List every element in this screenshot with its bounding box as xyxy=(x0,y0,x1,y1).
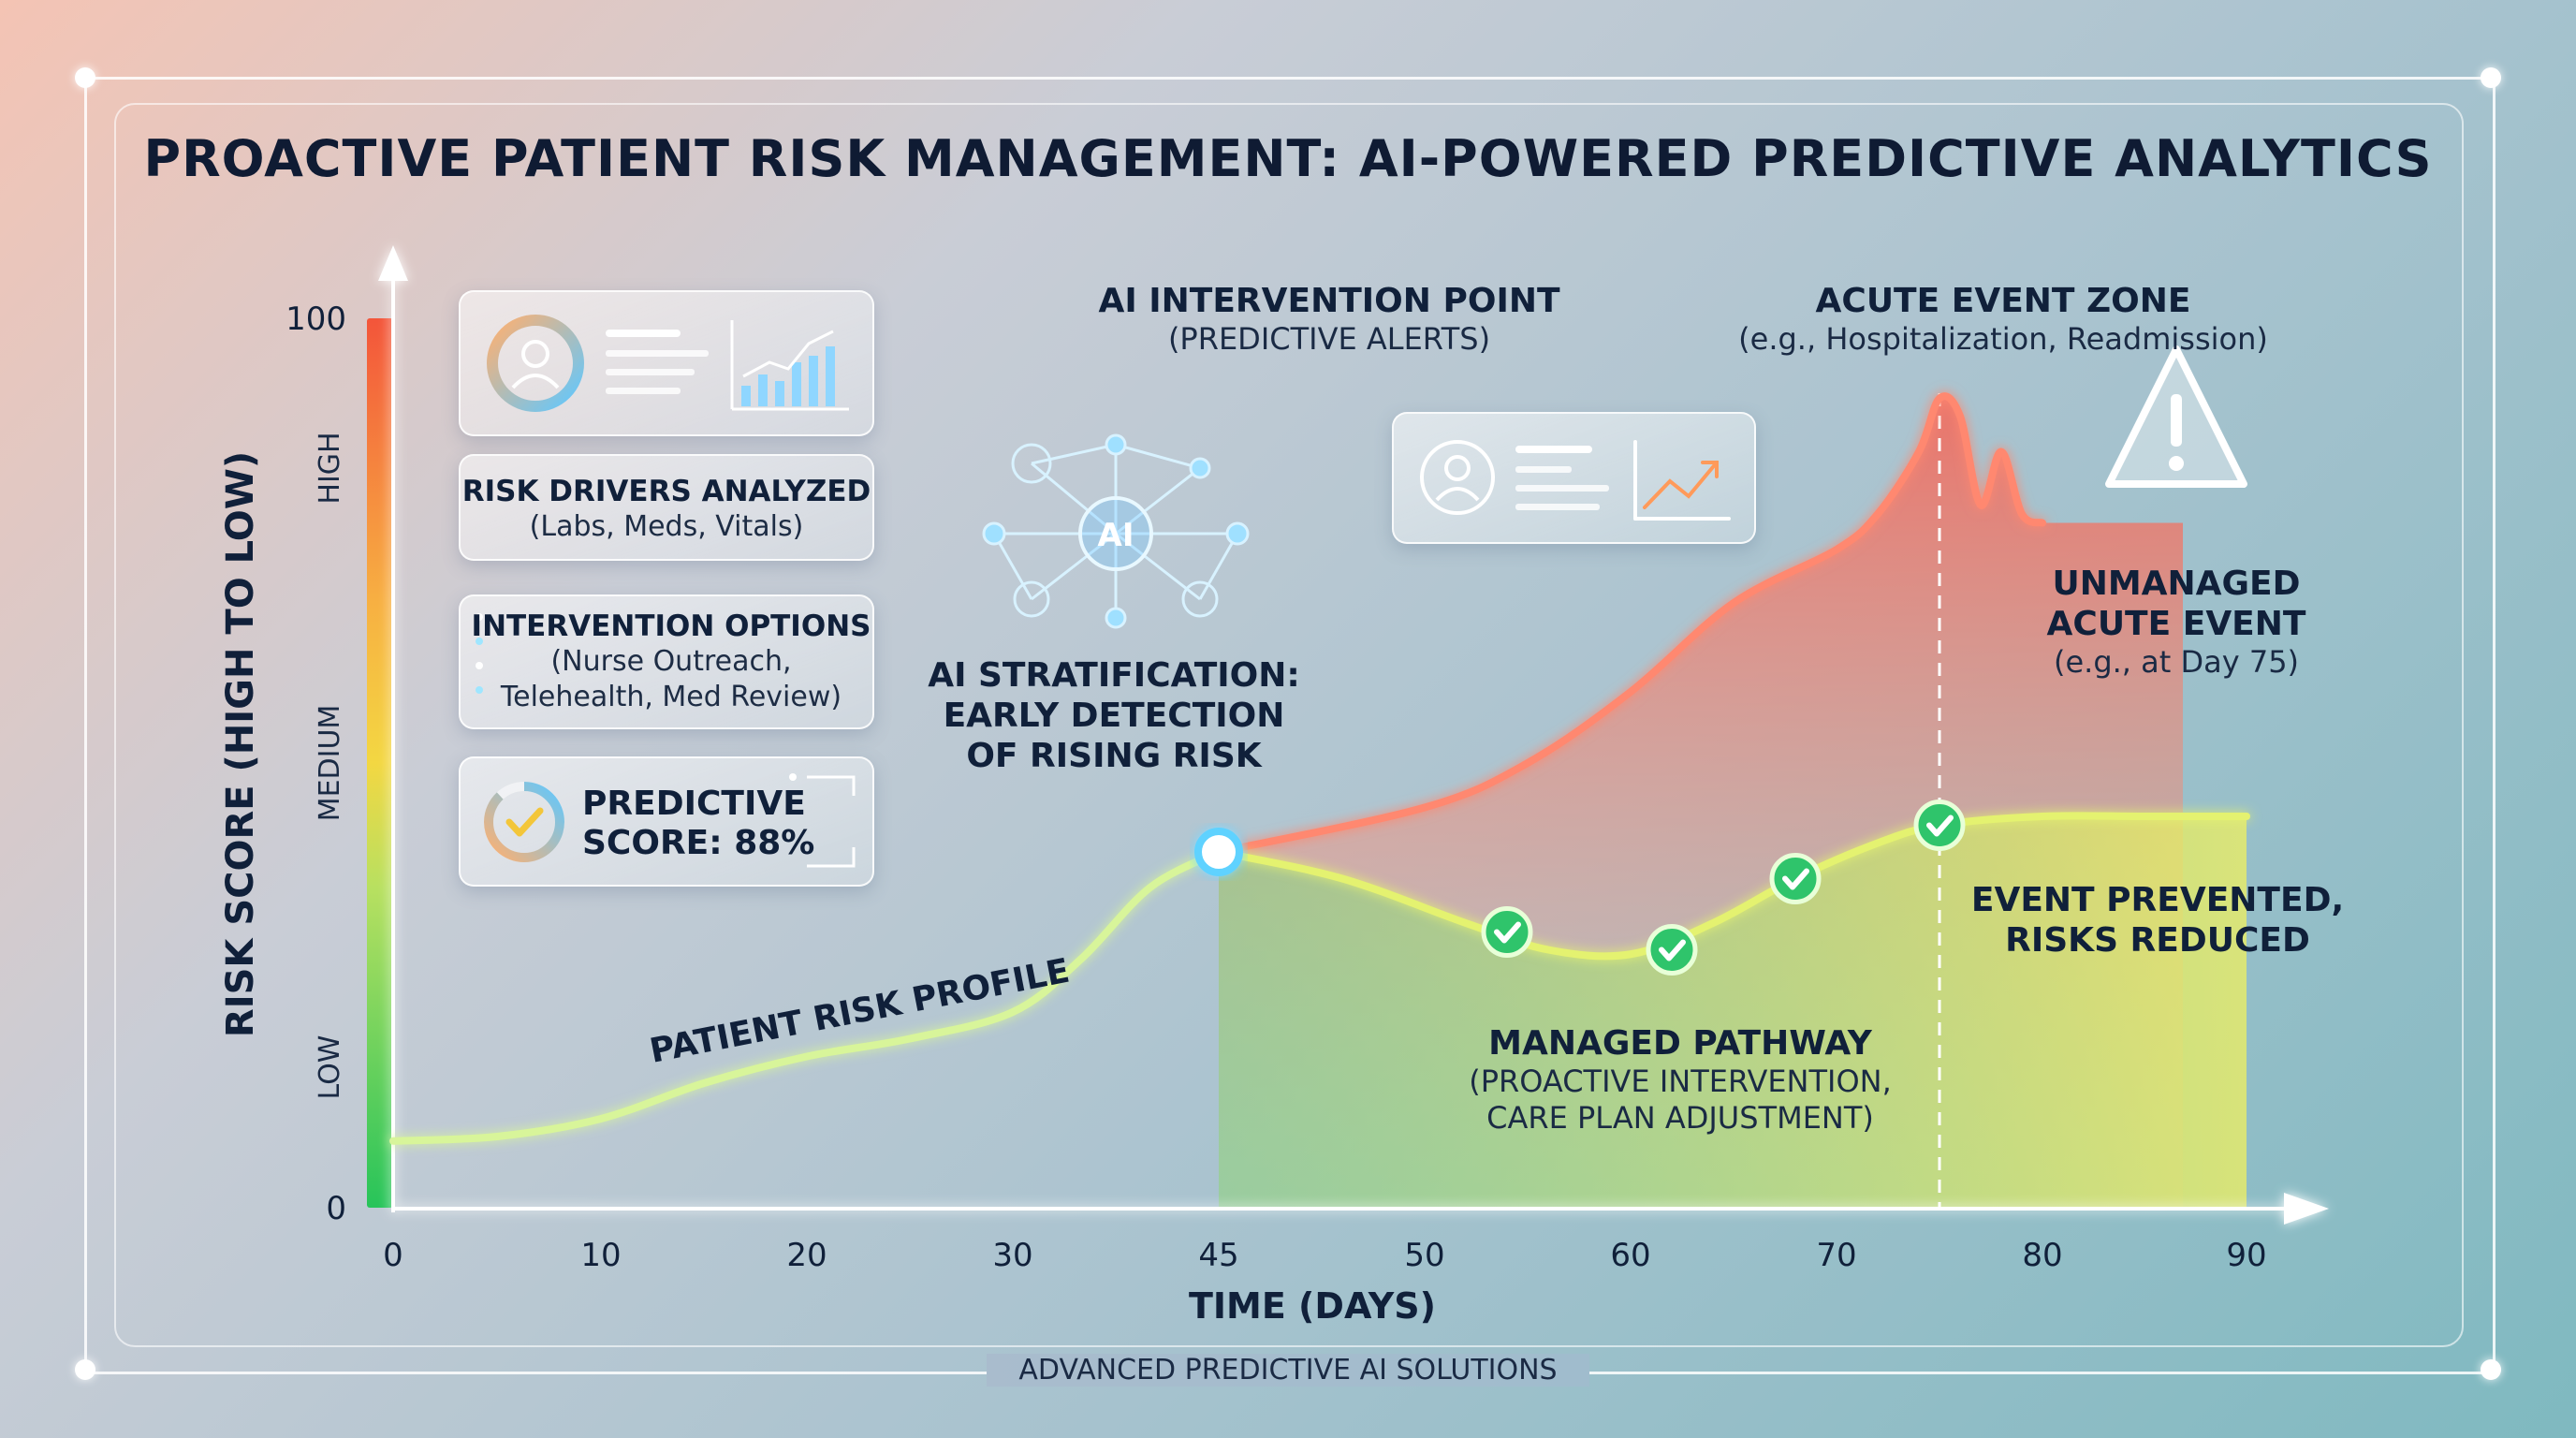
x-tick-label: 10 xyxy=(580,1237,621,1274)
list-dots xyxy=(476,613,485,694)
stratification-line1: AI STRATIFICATION: xyxy=(928,656,1300,695)
baseline-risk-line xyxy=(389,848,1222,1145)
x-tick-label: 45 xyxy=(1198,1237,1238,1274)
checkpoint-icon xyxy=(1769,853,1822,904)
inner-frame xyxy=(114,103,2464,1347)
unmanaged-annotation: UNMANAGED ACUTE EVENT (e.g., at Day 75) xyxy=(1956,564,2396,681)
risk-band-medium: MEDIUM xyxy=(314,705,346,822)
intervention-options-title: INTERVENTION OPTIONS xyxy=(471,609,871,643)
score-check-icon xyxy=(484,782,564,862)
frame-dot xyxy=(2481,67,2501,88)
acute-zone-annotation: ACUTE EVENT ZONE (e.g., Hospitalization,… xyxy=(1676,281,2331,358)
y-tick-label: 0 xyxy=(326,1190,346,1227)
managed-line2: (PROACTIVE INTERVENTION, xyxy=(1469,1064,1892,1100)
intervention-point-annotation: AI INTERVENTION POINT (PREDICTIVE ALERTS… xyxy=(1039,281,1619,358)
risk-drivers-title: RISK DRIVERS ANALYZED xyxy=(461,475,871,508)
managed-area xyxy=(1219,815,2247,1208)
predictive-score-line2: SCORE: 88% xyxy=(582,824,815,862)
x-axis-label: TIME (DAYS) xyxy=(1189,1285,1436,1327)
x-tick-label: 20 xyxy=(786,1237,827,1274)
x-tick-label: 30 xyxy=(992,1237,1032,1274)
managed-line3: CARE PLAN ADJUSTMENT) xyxy=(1486,1099,1874,1136)
unmanaged-risk-line xyxy=(1215,392,2046,856)
checkpoint-icon xyxy=(1913,800,1966,851)
prevented-line2: RISKS REDUCED xyxy=(2005,921,2310,961)
unmanaged-line1: UNMANAGED xyxy=(2052,565,2301,603)
intervention-point-subtitle: (PREDICTIVE ALERTS) xyxy=(1167,321,1491,358)
managed-annotation: MANAGED PATHWAY (PROACTIVE INTERVENTION,… xyxy=(1404,1023,1956,1136)
predictive-score-line1: PREDICTIVE xyxy=(582,785,806,823)
acute-zone-title: ACUTE EVENT ZONE xyxy=(1815,282,2191,320)
x-tick-label: 60 xyxy=(1610,1237,1650,1274)
patient-alert-card xyxy=(1392,412,1756,544)
y-axis-label: RISK SCORE (HIGH TO LOW) xyxy=(219,451,262,1037)
intervention-point-title: AI INTERVENTION POINT xyxy=(1098,282,1560,320)
checkpoint-icon xyxy=(1481,906,1533,958)
managed-risk-line xyxy=(1215,812,2250,961)
acute-zone-subtitle: (e.g., Hospitalization, Readmission) xyxy=(1738,321,2268,358)
x-tick-label: 0 xyxy=(383,1237,403,1274)
ai-network-icon xyxy=(982,433,1250,629)
predictive-score-card: PREDICTIVE SCORE: 88% xyxy=(459,756,874,887)
frame-dot xyxy=(75,67,95,88)
x-tick-label: 90 xyxy=(2226,1237,2266,1274)
frame-dot xyxy=(2481,1359,2501,1380)
page-title: PROACTIVE PATIENT RISK MANAGEMENT: AI-PO… xyxy=(143,129,2433,188)
y-tick-label: 100 xyxy=(285,301,346,338)
prevented-line1: EVENT PREVENTED, xyxy=(1970,881,2345,919)
warning-icon xyxy=(2105,345,2247,488)
footer-label: ADVANCED PREDICTIVE AI SOLUTIONS xyxy=(987,1354,1589,1387)
stratification-line2: EARLY DETECTION xyxy=(943,697,1285,736)
footer: ADVANCED PREDICTIVE AI SOLUTIONS xyxy=(0,1354,2576,1391)
intervention-options-card: INTERVENTION OPTIONS (Nurse Outreach, Te… xyxy=(459,594,874,729)
unmanaged-line3: (e.g., at Day 75) xyxy=(2053,644,2300,681)
managed-line1: MANAGED PATHWAY xyxy=(1488,1024,1872,1063)
ai-badge: AI xyxy=(1098,517,1134,554)
risk-band-high: HIGH xyxy=(314,432,346,504)
prevented-annotation: EVENT PREVENTED, RISKS REDUCED xyxy=(1956,880,2359,961)
x-tick-label: 80 xyxy=(2022,1237,2062,1274)
unmanaged-line2: ACUTE EVENT xyxy=(2046,605,2306,644)
stratification-annotation: AI STRATIFICATION: EARLY DETECTION OF RI… xyxy=(899,655,1329,777)
bar-chart-icon xyxy=(730,320,849,411)
frame-dot xyxy=(75,1359,95,1380)
risk-band-bar xyxy=(367,318,393,1208)
intervention-node xyxy=(1194,828,1243,876)
y-axis-arrow xyxy=(378,245,408,281)
stratification-line3: OF RISING RISK xyxy=(966,737,1262,776)
user-donut-icon xyxy=(487,315,584,412)
trend-up-icon xyxy=(1633,440,1731,521)
x-tick-label: 70 xyxy=(1816,1237,1856,1274)
user-icon xyxy=(1420,440,1495,515)
intervention-options-line2: Telehealth, Med Review) xyxy=(500,681,842,713)
x-tick-label: 50 xyxy=(1404,1237,1444,1274)
risk-drivers-subtitle: (Labs, Meds, Vitals) xyxy=(529,510,804,543)
intervention-options-line1: (Nurse Outreach, xyxy=(550,645,792,678)
risk-drivers-card: RISK DRIVERS ANALYZED (Labs, Meds, Vital… xyxy=(459,454,874,561)
dashboard-preview-card xyxy=(459,290,874,436)
x-axis-arrow xyxy=(2284,1193,2329,1225)
risk-band-low: LOW xyxy=(314,1035,346,1100)
checkpoint-icon xyxy=(1646,924,1698,976)
